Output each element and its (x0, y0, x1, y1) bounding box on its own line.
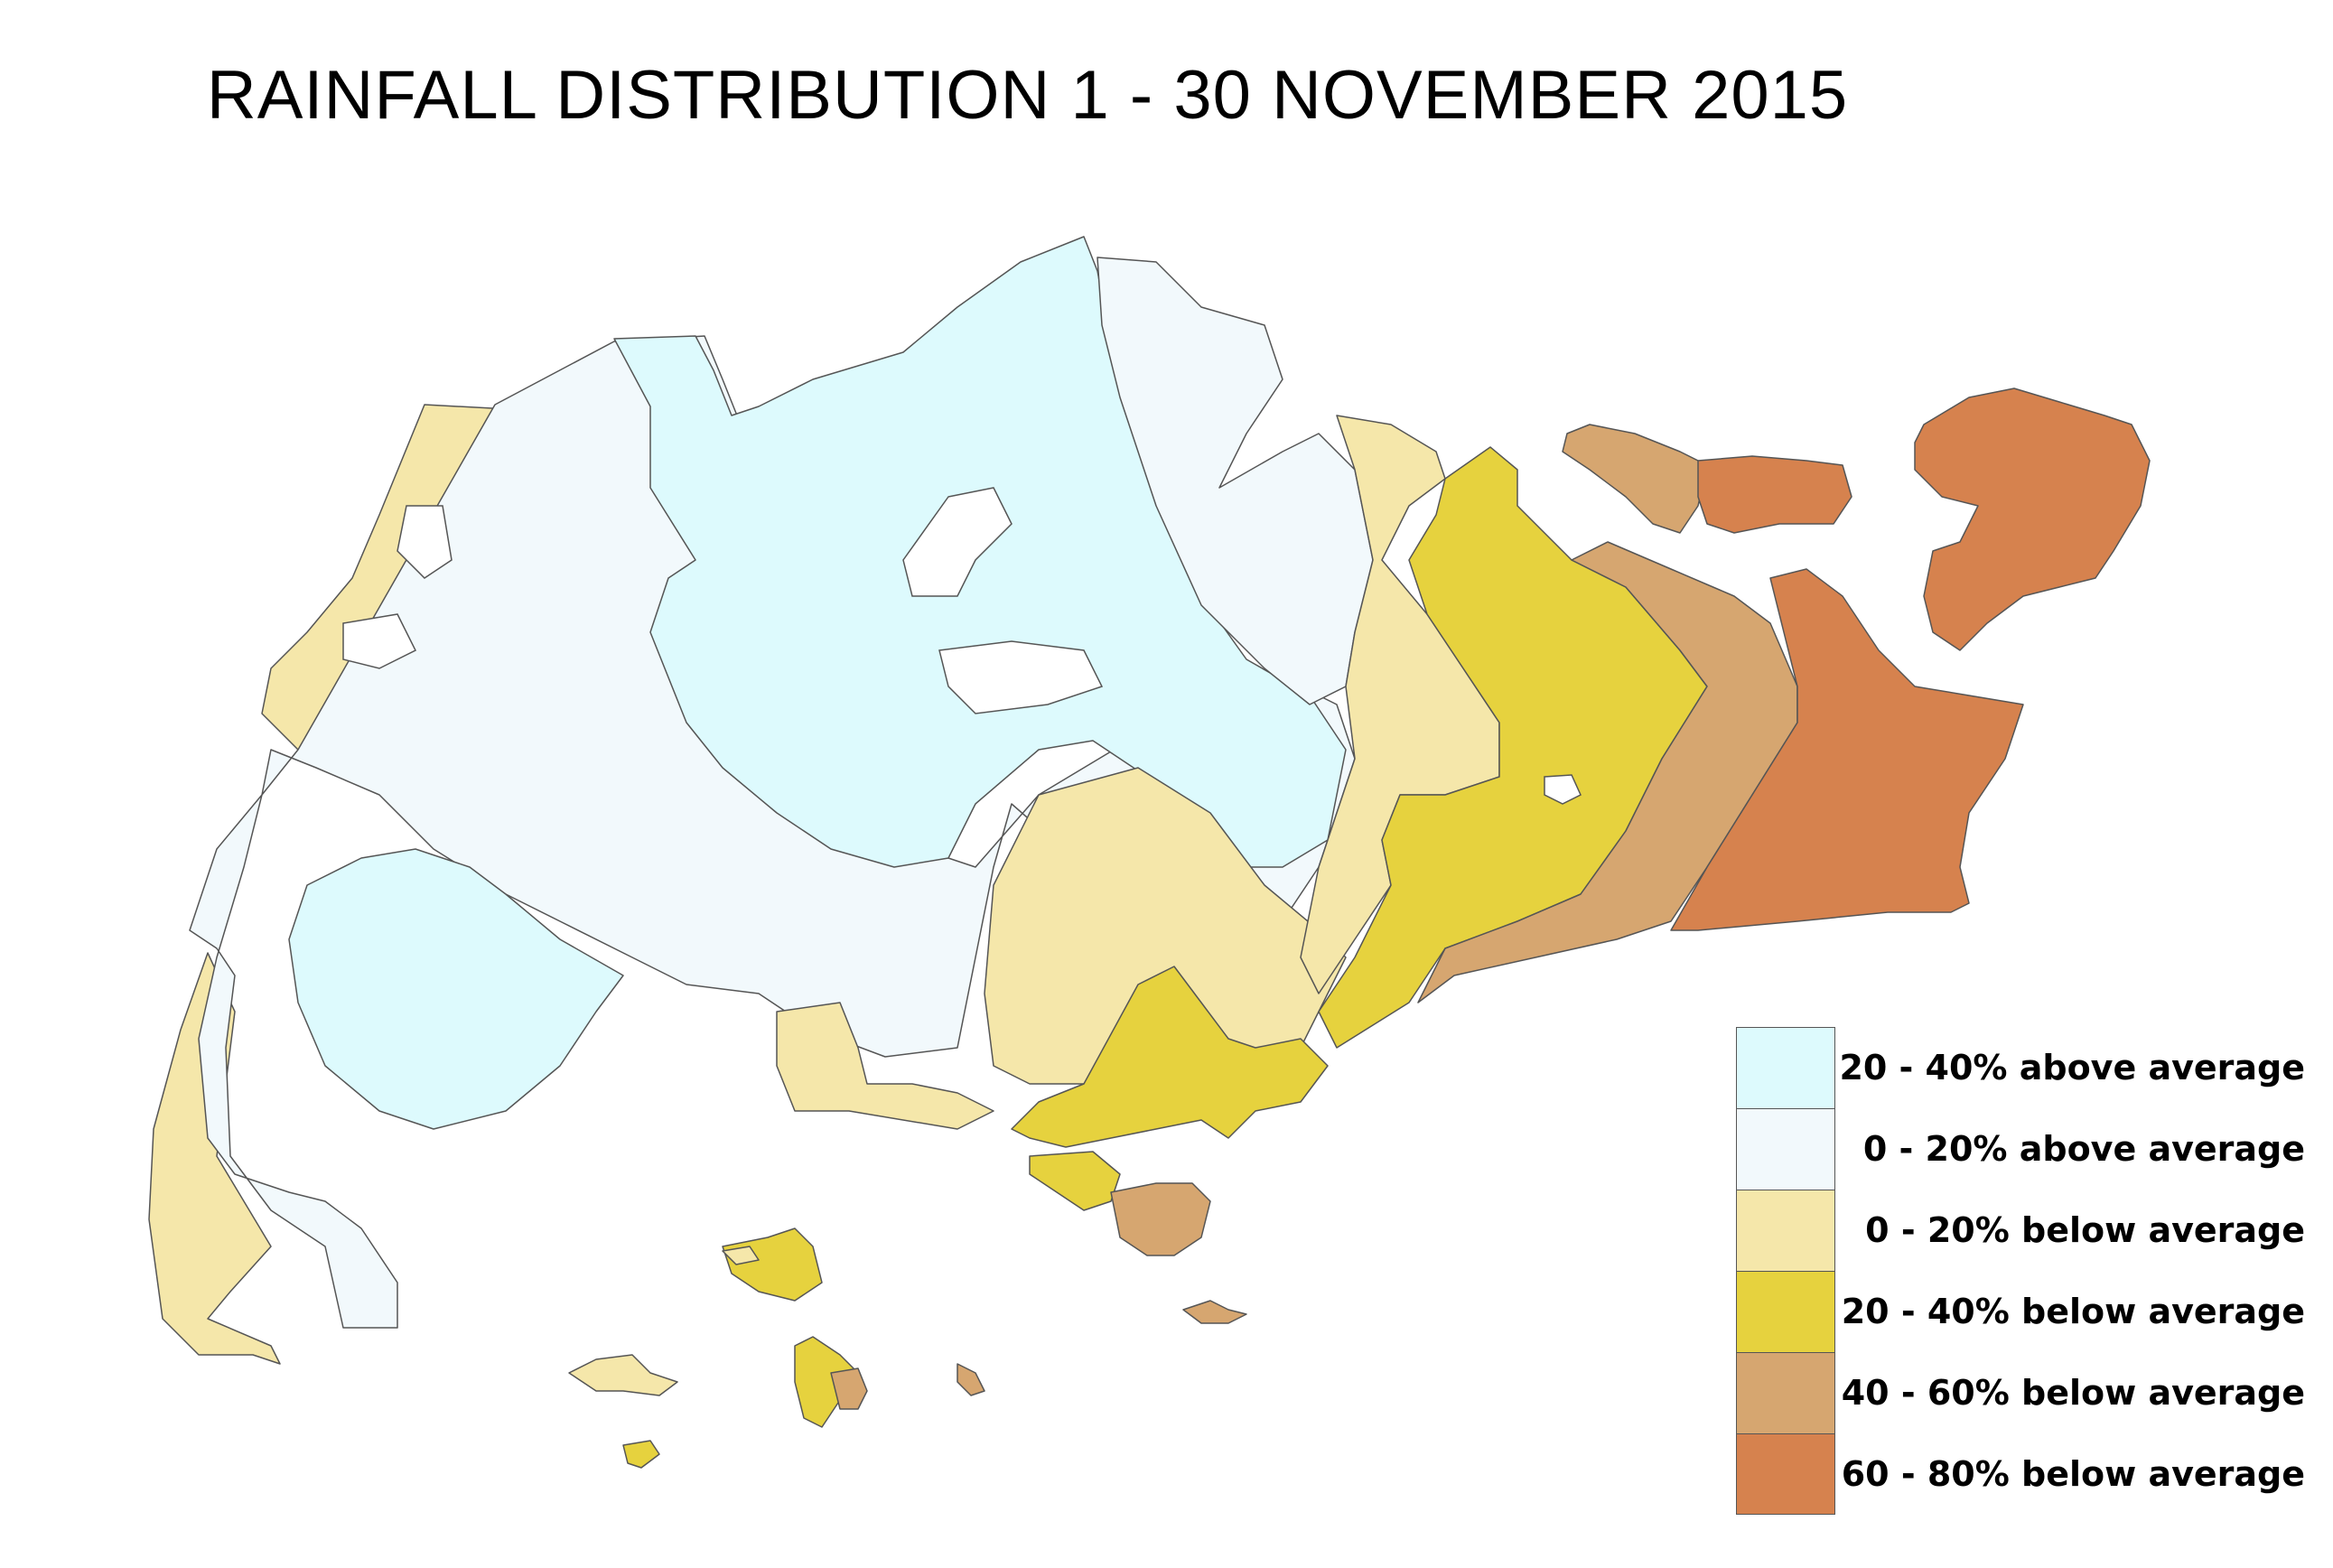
island-below-40-60-c (957, 1363, 985, 1396)
region-south-below-20-40 (1011, 966, 1329, 1148)
island-below-20-40-c (622, 1440, 660, 1469)
legend-label: 60 - 80% below average (1841, 1454, 2305, 1494)
region-east-below-60-80 (1670, 568, 2024, 931)
legend-label: 20 - 40% above average (1839, 1048, 2305, 1087)
legend-item: 20 - 40% above average (1736, 1027, 2305, 1108)
legend-item: 0 - 20% above average (1736, 1108, 2305, 1190)
legend-label: 0 - 20% below average (1865, 1210, 2305, 1250)
legend-item: 40 - 60% below average (1736, 1352, 2305, 1433)
reservoir-west (397, 505, 453, 579)
region-southwest-above-20-40 (288, 848, 624, 1130)
reservoir-west-2 (342, 613, 417, 669)
reservoir-central (938, 640, 1104, 714)
legend: 20 - 40% above average 0 - 20% above ave… (1736, 1027, 2305, 1515)
legend-item: 20 - 40% below average (1736, 1271, 2305, 1352)
region-ubin-west-below-40-60 (1562, 424, 1708, 534)
legend-item: 60 - 80% below average (1736, 1433, 2305, 1515)
island-below-40-60-d (1182, 1300, 1247, 1324)
legend-swatch (1736, 1108, 1835, 1190)
region-sentosa-below-20-40 (1029, 1151, 1121, 1211)
legend-label: 40 - 60% below average (1841, 1373, 2305, 1413)
legend-swatch (1736, 1433, 1835, 1515)
legend-item: 0 - 20% below average (1736, 1190, 2305, 1271)
region-south-island-below-40-60 (1110, 1182, 1211, 1256)
reservoir-east (1544, 774, 1582, 805)
region-east-below-20-40 (1318, 446, 1708, 1049)
legend-swatch (1736, 1027, 1835, 1108)
legend-swatch (1736, 1190, 1835, 1271)
region-ubin-east-below-60-80 (1697, 455, 1852, 534)
legend-label: 0 - 20% above average (1862, 1129, 2305, 1169)
legend-label: 20 - 40% below average (1841, 1292, 2305, 1331)
legend-swatch (1736, 1271, 1835, 1352)
island-below-40-60-b (830, 1367, 868, 1410)
island-below-0-20-b (568, 1354, 678, 1396)
region-east-below-40-60 (1417, 541, 1798, 1003)
region-south-below-0-20 (776, 1002, 994, 1130)
region-southwest-below-0-20 (148, 952, 281, 1365)
legend-swatch (1736, 1352, 1835, 1433)
reservoir-north (902, 487, 1013, 597)
island-below-0-20-a (722, 1246, 760, 1265)
region-tekong-below-60-80 (1914, 387, 2151, 651)
map-title: RAINFALL DISTRIBUTION 1 - 30 NOVEMBER 20… (206, 57, 1849, 134)
